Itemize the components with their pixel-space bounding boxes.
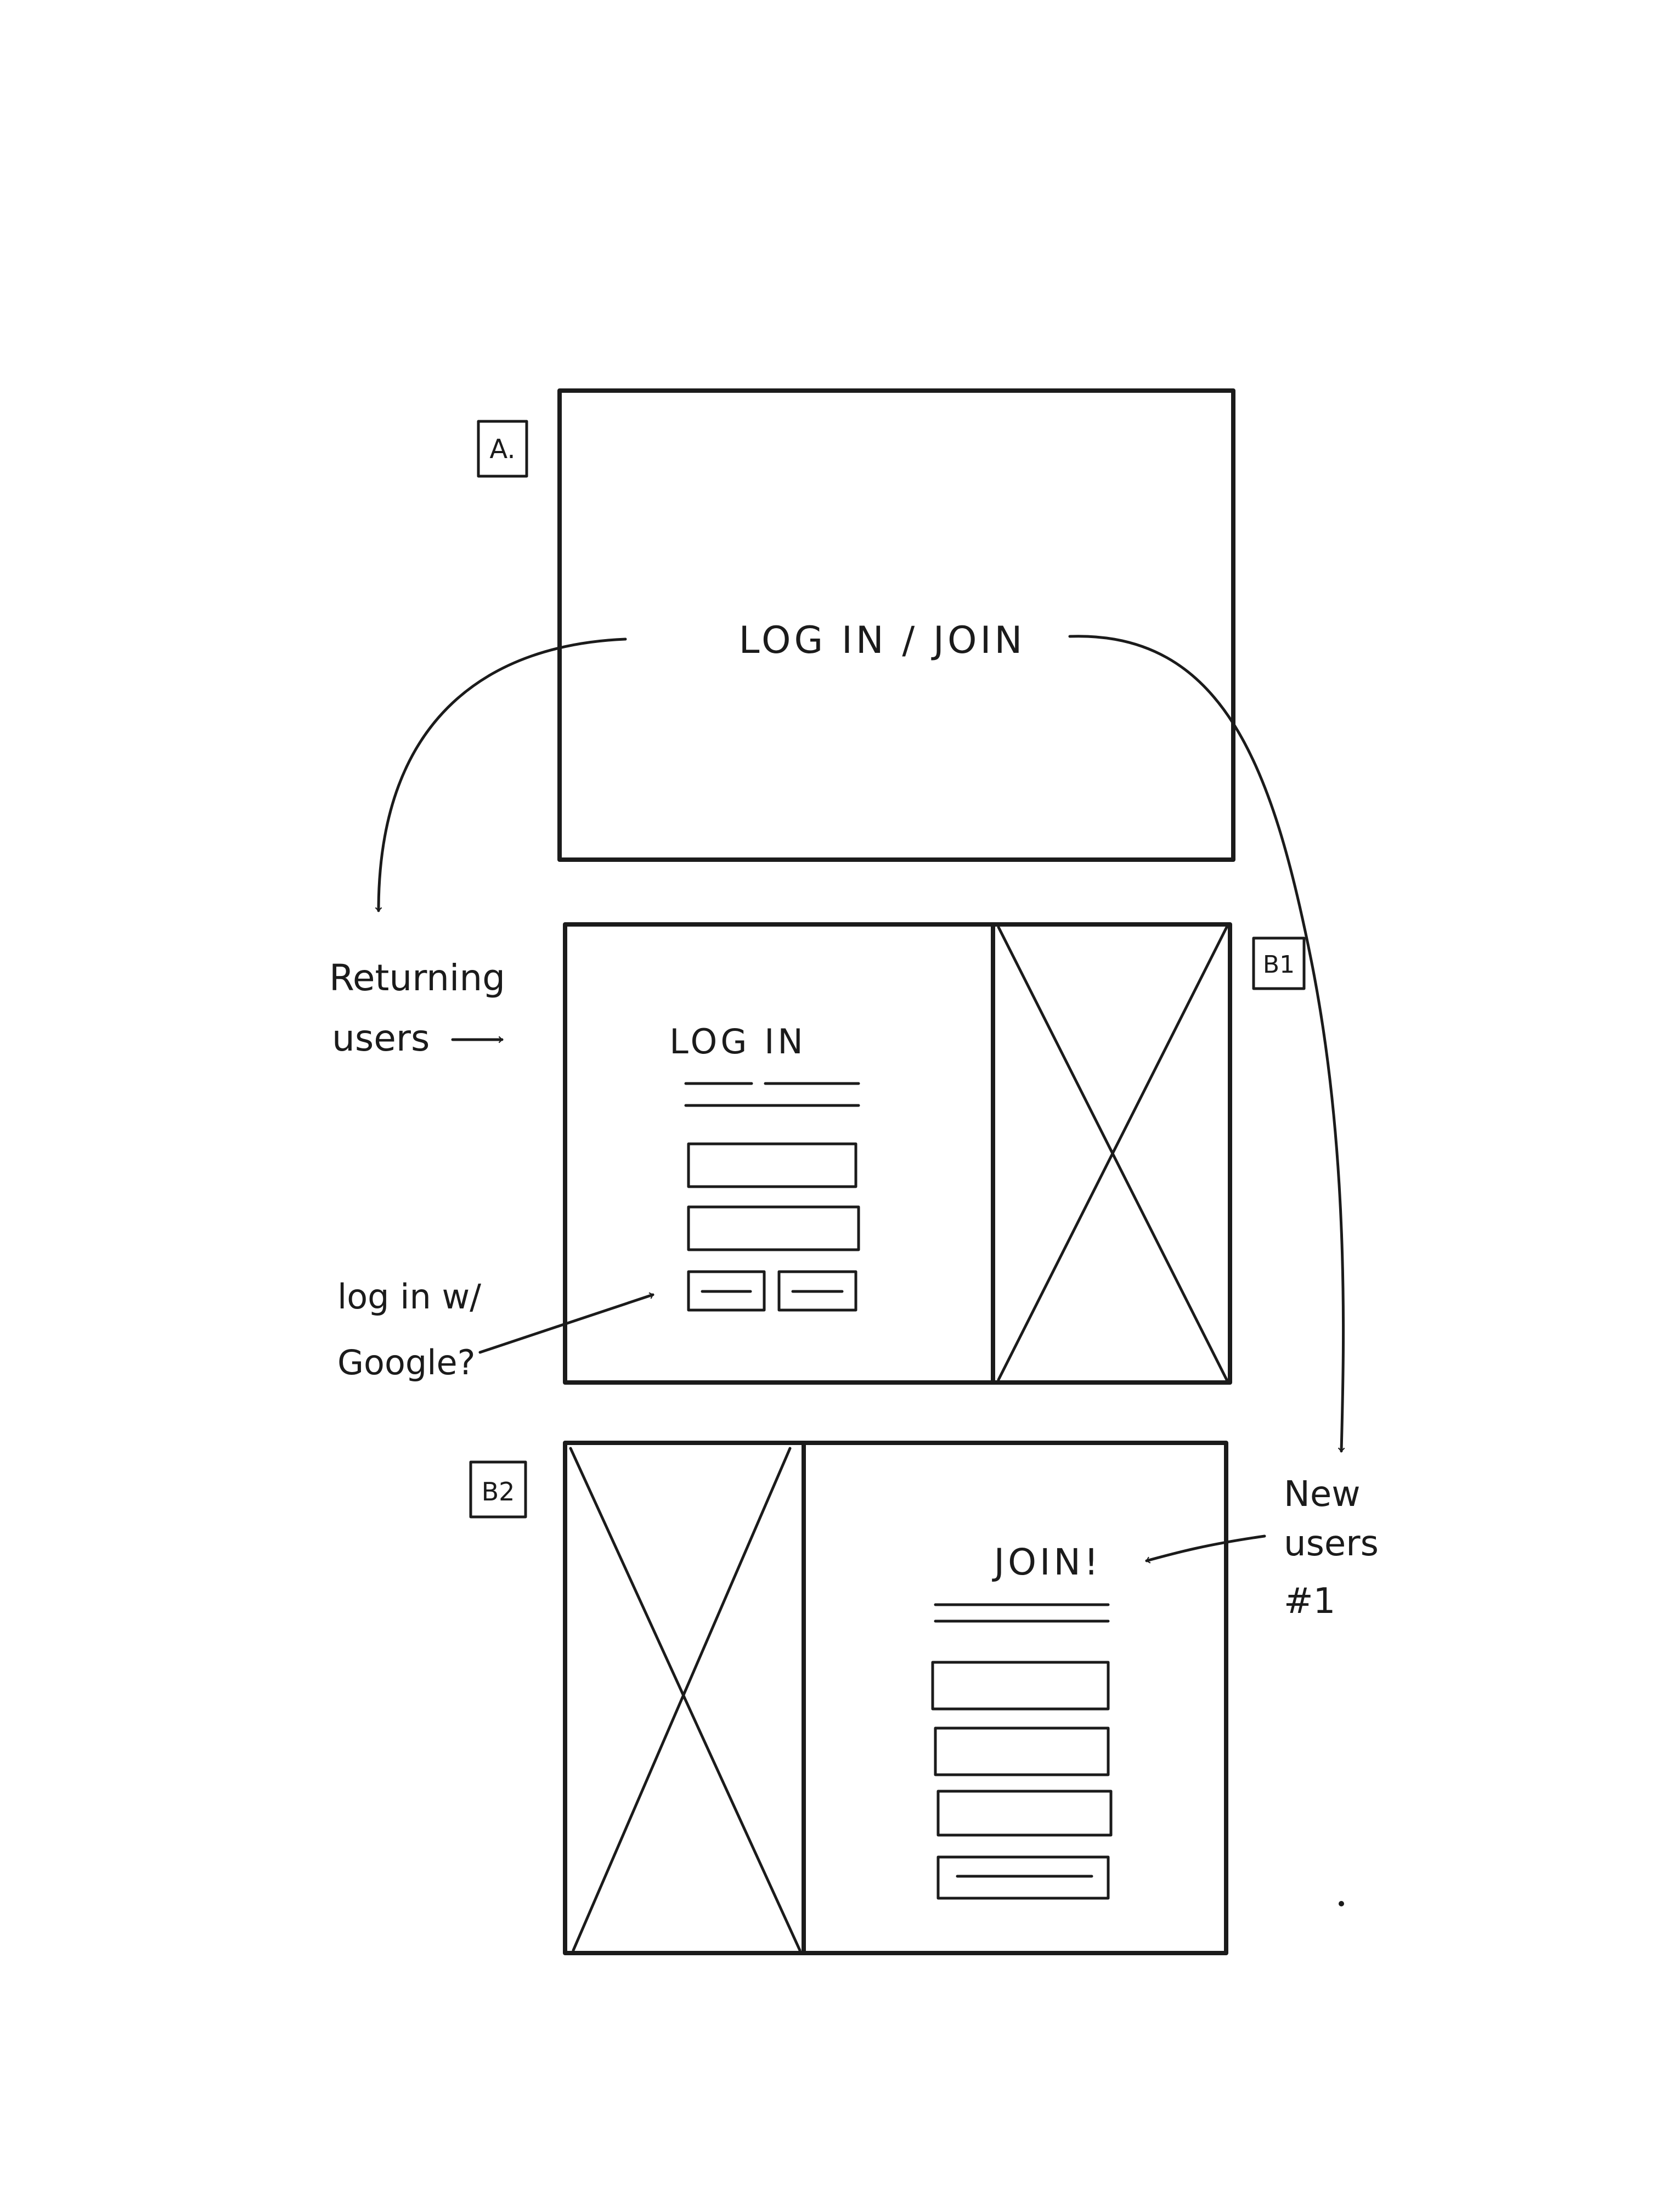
frame-a-border bbox=[557, 388, 1235, 862]
join-password-field[interactable] bbox=[936, 1790, 1113, 1837]
frame-b2-border bbox=[563, 1441, 1228, 1955]
returning-users-arrow bbox=[375, 637, 627, 912]
frame-a-tag: A. bbox=[477, 420, 528, 478]
new-users-label: users bbox=[1284, 1523, 1379, 1564]
login-heading: LOG IN bbox=[669, 1022, 806, 1062]
frame-a-tag-label: A. bbox=[489, 434, 515, 465]
frame-b1-tag-box bbox=[1252, 936, 1306, 990]
google-note-label: log in w/ bbox=[337, 1277, 481, 1317]
frame-b1-image-placeholder bbox=[991, 922, 1228, 1385]
google-note-pointer bbox=[478, 1292, 654, 1354]
returning-users-label: Returning bbox=[329, 957, 505, 999]
frame-b2-image-placeholder bbox=[569, 1441, 806, 1955]
join-email-field[interactable] bbox=[934, 1726, 1110, 1776]
new-users-label: #1 bbox=[1284, 1581, 1335, 1622]
google-note: log in w/ Google? bbox=[337, 1277, 654, 1383]
returning-users-note: Returning users bbox=[329, 957, 505, 1059]
frame-b2-tag: B2 bbox=[469, 1460, 527, 1519]
frame-a-tag-box bbox=[477, 420, 528, 478]
new-users-arrow bbox=[1068, 635, 1345, 1453]
frame-b2: B2 JOIN! bbox=[469, 1441, 1228, 1955]
login-join-link[interactable]: LOG IN / JOIN bbox=[739, 619, 1026, 662]
returning-users-label: users bbox=[332, 1017, 430, 1059]
new-users-label: New bbox=[1284, 1474, 1361, 1515]
google-note-label: Google? bbox=[337, 1342, 476, 1383]
ink-dot bbox=[1339, 1901, 1344, 1906]
frame-b2-tag-label: B2 bbox=[482, 1477, 515, 1506]
join-submit-button[interactable] bbox=[936, 1855, 1110, 1900]
new-users-note: New users #1 bbox=[1145, 1474, 1379, 1622]
join-name-field[interactable] bbox=[931, 1661, 1110, 1711]
frame-b1-tag-label: B1 bbox=[1263, 951, 1295, 979]
join-heading: JOIN! bbox=[992, 1541, 1102, 1583]
frame-b1: B1 LOG IN bbox=[563, 922, 1306, 1385]
frame-b2-tag-box bbox=[469, 1460, 527, 1519]
frame-b1-border bbox=[563, 922, 1232, 1385]
username-field[interactable] bbox=[687, 1142, 857, 1188]
frame-b1-tag: B1 bbox=[1252, 936, 1306, 990]
password-field[interactable] bbox=[687, 1205, 860, 1251]
login-submit-button[interactable] bbox=[687, 1270, 766, 1312]
frame-a: A. LOG IN / JOIN bbox=[477, 388, 1235, 862]
new-users-pointer bbox=[1145, 1534, 1266, 1564]
google-login-button[interactable] bbox=[777, 1270, 857, 1312]
